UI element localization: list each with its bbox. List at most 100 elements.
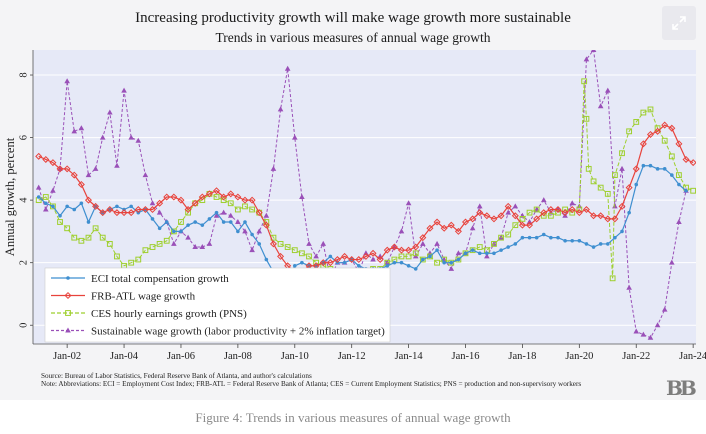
series-point: [142, 247, 149, 254]
series-point: [156, 199, 164, 207]
x-tick-label: Jan-20: [565, 351, 593, 362]
series-point: [243, 220, 247, 224]
series-point: [221, 220, 226, 224]
series-point: [192, 244, 198, 250]
series-point: [236, 229, 240, 234]
series-point: [43, 206, 49, 212]
series-point: [170, 193, 178, 201]
series-point: [419, 256, 426, 263]
series-point: [655, 167, 660, 171]
series-point: [58, 213, 62, 218]
series-point: [412, 243, 420, 251]
series-point: [581, 78, 588, 85]
series-point: [257, 242, 262, 246]
series-point: [49, 159, 57, 167]
series-point: [313, 253, 319, 259]
legend-entry: ECI total compensation growth: [91, 273, 229, 285]
x-tick-label: Jan-16: [452, 351, 480, 362]
series-point: [590, 178, 597, 185]
series-point: [164, 220, 169, 224]
chart-title: Increasing productivity growth will make…: [135, 10, 571, 26]
legend: ECI total compensation growth FRB-ATL wag…: [44, 267, 391, 343]
series-point: [632, 165, 640, 173]
legend-swatch-marker: [64, 291, 72, 300]
y-tick-label: 2: [18, 260, 29, 265]
x-tick-label: Jan-24: [679, 351, 706, 362]
series-point: [328, 254, 333, 259]
series-point: [469, 247, 476, 254]
y-tick-label: 8: [18, 72, 29, 77]
series-point: [413, 267, 418, 271]
series-point: [626, 128, 633, 135]
bb-logo: BB: [666, 376, 697, 400]
series-point: [669, 259, 675, 265]
series-point: [163, 237, 170, 244]
series-point: [561, 209, 569, 217]
x-tick-label: Jan-04: [110, 351, 139, 362]
series-point: [477, 251, 482, 256]
series-point: [150, 217, 155, 221]
series-point: [85, 172, 92, 178]
series-point: [64, 225, 71, 232]
series-point: [250, 232, 254, 237]
series-2: [35, 121, 696, 276]
series-point: [70, 171, 78, 179]
series-point: [385, 264, 390, 268]
series-point: [406, 264, 411, 268]
series-point: [234, 193, 242, 201]
series-point: [291, 247, 298, 254]
series-point: [499, 248, 503, 252]
series-point: [540, 197, 547, 203]
series-point: [71, 128, 78, 134]
series-point: [634, 182, 639, 187]
series-point: [476, 203, 483, 209]
series-point: [428, 254, 432, 259]
series-point: [121, 87, 127, 93]
legend-entry: Sustainable wage growth (labor productiv…: [91, 326, 385, 338]
expand-button[interactable]: [662, 6, 696, 40]
series-point: [491, 241, 497, 247]
series-point: [569, 209, 576, 216]
series-point: [620, 229, 624, 234]
series-point: [114, 162, 120, 168]
series-point: [570, 238, 575, 243]
series-point: [647, 334, 654, 340]
series-point: [490, 215, 498, 223]
series-point: [526, 209, 533, 216]
series-point: [198, 193, 206, 201]
series-point: [84, 196, 92, 204]
series-point: [612, 203, 618, 209]
series-point: [533, 206, 540, 213]
series-point: [341, 252, 349, 260]
series-point: [463, 251, 468, 256]
series-point: [689, 159, 696, 167]
series-point: [78, 125, 85, 131]
x-tick-label: Jan-10: [281, 351, 309, 362]
series-point: [242, 228, 248, 234]
series-point: [447, 221, 455, 229]
series-point: [583, 56, 590, 62]
series-point: [191, 199, 199, 207]
series-point: [72, 207, 77, 212]
series-point: [398, 253, 405, 260]
series-point: [506, 245, 510, 249]
series-point: [434, 259, 440, 266]
series-point: [277, 241, 284, 247]
series-point: [397, 246, 405, 254]
series-point: [675, 140, 683, 148]
series-point: [128, 259, 135, 266]
series-point: [582, 206, 590, 214]
series-point: [193, 220, 197, 224]
series-point: [420, 240, 426, 246]
series-point: [184, 206, 192, 214]
series-point: [120, 209, 128, 217]
series-point: [604, 190, 611, 197]
chart-svg: 0 2 4 6 8 Jan-02 Jan-04 Jan-06 Jan-08 Jan-10 Jan-1…: [3, 50, 706, 362]
series-point: [284, 65, 291, 71]
series-point: [85, 234, 92, 241]
series-point: [65, 204, 69, 209]
series-point: [99, 134, 106, 140]
series-point: [435, 248, 439, 252]
series-point: [36, 195, 41, 199]
series-point: [540, 209, 548, 217]
